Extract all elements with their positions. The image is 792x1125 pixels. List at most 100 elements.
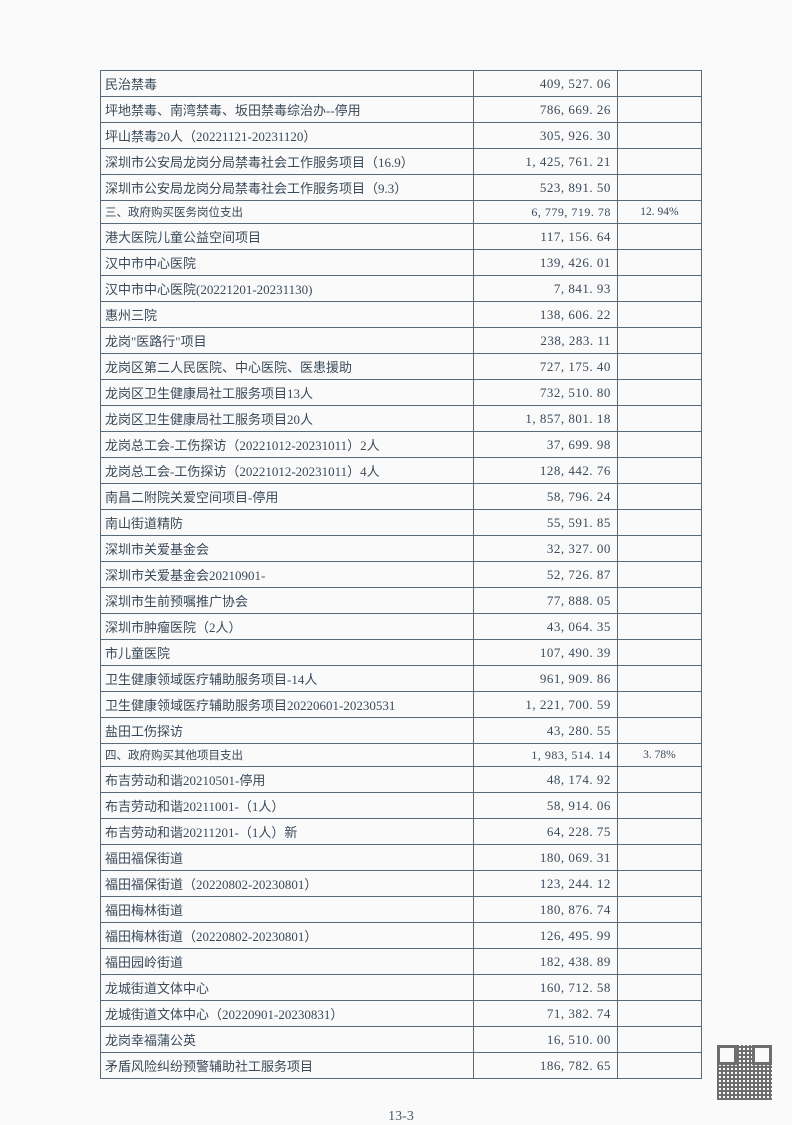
row-label: 惠州三院 [101, 302, 474, 328]
row-label: 龙城街道文体中心（20220901-20230831） [101, 1001, 474, 1027]
row-percentage [617, 406, 701, 432]
row-label: 龙岗"医路行"项目 [101, 328, 474, 354]
row-amount: 186, 782. 65 [473, 1053, 617, 1079]
row-amount: 55, 591. 85 [473, 510, 617, 536]
row-label: 卫生健康领域医疗辅助服务项目20220601-20230531 [101, 692, 474, 718]
row-percentage [617, 175, 701, 201]
table-row: 坪山禁毒20人（20221121-20231120）305, 926. 30 [101, 123, 702, 149]
table-row: 龙岗区卫生健康局社工服务项目20人1, 857, 801. 18 [101, 406, 702, 432]
row-amount: 52, 726. 87 [473, 562, 617, 588]
row-percentage [617, 484, 701, 510]
table-row: 港大医院儿童公益空间项目117, 156. 64 [101, 224, 702, 250]
row-percentage [617, 666, 701, 692]
row-percentage [617, 302, 701, 328]
row-label: 南山街道精防 [101, 510, 474, 536]
row-percentage [617, 949, 701, 975]
table-row: 福田福保街道180, 069. 31 [101, 845, 702, 871]
table-row: 龙城街道文体中心160, 712. 58 [101, 975, 702, 1001]
table-row: 深圳市公安局龙岗分局禁毒社会工作服务项目（9.3）523, 891. 50 [101, 175, 702, 201]
row-percentage [617, 562, 701, 588]
row-label: 龙岗区卫生健康局社工服务项目13人 [101, 380, 474, 406]
table-row: 三、政府购买医务岗位支出6, 779, 719. 7812. 94% [101, 201, 702, 224]
row-label: 汉中市中心医院(20221201-20231130) [101, 276, 474, 302]
row-percentage [617, 975, 701, 1001]
row-label: 市儿童医院 [101, 640, 474, 666]
row-amount: 128, 442. 76 [473, 458, 617, 484]
row-label: 民治禁毒 [101, 71, 474, 97]
table-row: 龙岗幸福蒲公英16, 510. 00 [101, 1027, 702, 1053]
row-percentage [617, 793, 701, 819]
row-label: 布吉劳动和谐20211001-（1人） [101, 793, 474, 819]
row-label: 福田福保街道（20220802-20230801） [101, 871, 474, 897]
row-amount: 32, 327. 00 [473, 536, 617, 562]
row-amount: 1, 983, 514. 14 [473, 744, 617, 767]
row-label: 深圳市公安局龙岗分局禁毒社会工作服务项目（16.9） [101, 149, 474, 175]
row-percentage [617, 149, 701, 175]
row-label: 深圳市肿瘤医院（2人） [101, 614, 474, 640]
row-amount: 123, 244. 12 [473, 871, 617, 897]
row-percentage [617, 354, 701, 380]
table-row: 深圳市关爱基金会20210901-52, 726. 87 [101, 562, 702, 588]
row-label: 坪山禁毒20人（20221121-20231120） [101, 123, 474, 149]
table-row: 龙城街道文体中心（20220901-20230831）71, 382. 74 [101, 1001, 702, 1027]
row-amount: 126, 495. 99 [473, 923, 617, 949]
row-amount: 64, 228. 75 [473, 819, 617, 845]
table-row: 市儿童医院107, 490. 39 [101, 640, 702, 666]
row-amount: 160, 712. 58 [473, 975, 617, 1001]
row-label: 三、政府购买医务岗位支出 [101, 201, 474, 224]
table-row: 汉中市中心医院139, 426. 01 [101, 250, 702, 276]
row-percentage [617, 123, 701, 149]
row-label: 福田园岭街道 [101, 949, 474, 975]
table-row: 汉中市中心医院(20221201-20231130)7, 841. 93 [101, 276, 702, 302]
row-label: 龙岗幸福蒲公英 [101, 1027, 474, 1053]
row-label: 龙岗总工会-工伤探访（20221012-20231011）4人 [101, 458, 474, 484]
row-percentage [617, 897, 701, 923]
table-row: 惠州三院138, 606. 22 [101, 302, 702, 328]
table-row: 布吉劳动和谐20211201-（1人）新64, 228. 75 [101, 819, 702, 845]
row-label: 汉中市中心医院 [101, 250, 474, 276]
row-amount: 138, 606. 22 [473, 302, 617, 328]
row-amount: 180, 069. 31 [473, 845, 617, 871]
row-amount: 305, 926. 30 [473, 123, 617, 149]
expenditure-table: 民治禁毒409, 527. 06坪地禁毒、南湾禁毒、坂田禁毒综治办--停用786… [100, 70, 702, 1079]
table-row: 盐田工伤探访43, 280. 55 [101, 718, 702, 744]
table-row: 南昌二附院关爱空间项目-停用58, 796. 24 [101, 484, 702, 510]
table-row: 龙岗区第二人民医院、中心医院、医患援助727, 175. 40 [101, 354, 702, 380]
row-amount: 77, 888. 05 [473, 588, 617, 614]
row-label: 深圳市关爱基金会20210901- [101, 562, 474, 588]
table-row: 福田梅林街道（20220802-20230801）126, 495. 99 [101, 923, 702, 949]
row-label: 卫生健康领域医疗辅助服务项目-14人 [101, 666, 474, 692]
row-amount: 1, 425, 761. 21 [473, 149, 617, 175]
row-percentage [617, 767, 701, 793]
row-percentage [617, 276, 701, 302]
row-percentage [617, 224, 701, 250]
table-row: 四、政府购买其他项目支出1, 983, 514. 143. 78% [101, 744, 702, 767]
table-row: 坪地禁毒、南湾禁毒、坂田禁毒综治办--停用786, 669. 26 [101, 97, 702, 123]
row-percentage [617, 640, 701, 666]
row-label: 坪地禁毒、南湾禁毒、坂田禁毒综治办--停用 [101, 97, 474, 123]
table-row: 深圳市关爱基金会32, 327. 00 [101, 536, 702, 562]
row-amount: 107, 490. 39 [473, 640, 617, 666]
row-amount: 37, 699. 98 [473, 432, 617, 458]
row-amount: 732, 510. 80 [473, 380, 617, 406]
row-amount: 43, 064. 35 [473, 614, 617, 640]
table-row: 民治禁毒409, 527. 06 [101, 71, 702, 97]
row-percentage [617, 97, 701, 123]
row-percentage [617, 845, 701, 871]
row-amount: 180, 876. 74 [473, 897, 617, 923]
row-percentage: 3. 78% [617, 744, 701, 767]
row-amount: 58, 914. 06 [473, 793, 617, 819]
row-amount: 7, 841. 93 [473, 276, 617, 302]
row-percentage [617, 71, 701, 97]
row-label: 龙城街道文体中心 [101, 975, 474, 1001]
row-percentage [617, 432, 701, 458]
row-amount: 71, 382. 74 [473, 1001, 617, 1027]
row-amount: 58, 796. 24 [473, 484, 617, 510]
row-percentage [617, 250, 701, 276]
row-label: 港大医院儿童公益空间项目 [101, 224, 474, 250]
table-row: 龙岗"医路行"项目238, 283. 11 [101, 328, 702, 354]
table-row: 矛盾风险纠纷预警辅助社工服务项目186, 782. 65 [101, 1053, 702, 1079]
row-percentage [617, 871, 701, 897]
row-percentage [617, 380, 701, 406]
table-row: 福田梅林街道180, 876. 74 [101, 897, 702, 923]
